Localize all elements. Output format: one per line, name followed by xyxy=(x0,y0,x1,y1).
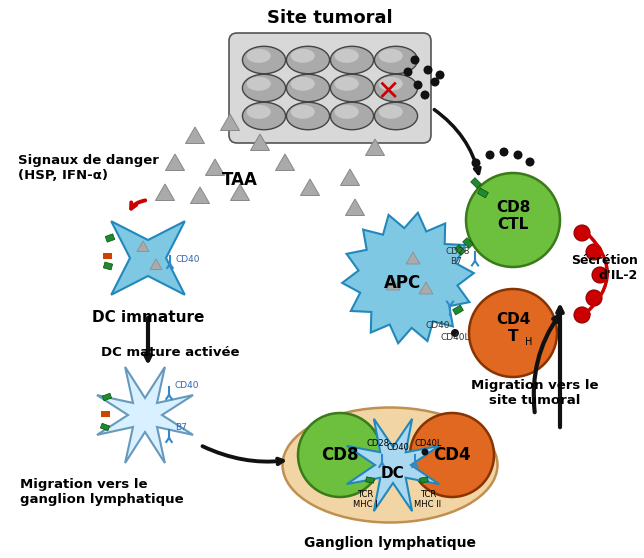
Text: TAA: TAA xyxy=(222,171,258,189)
Bar xyxy=(471,177,481,188)
Ellipse shape xyxy=(330,46,374,74)
Bar xyxy=(102,393,111,401)
Text: CD40: CD40 xyxy=(426,320,450,330)
Circle shape xyxy=(471,158,480,167)
Ellipse shape xyxy=(247,105,271,119)
Circle shape xyxy=(298,413,382,497)
Text: CD40: CD40 xyxy=(176,256,200,264)
Ellipse shape xyxy=(374,74,417,102)
Ellipse shape xyxy=(287,102,330,129)
Circle shape xyxy=(469,289,557,377)
Ellipse shape xyxy=(335,105,359,119)
Text: Migration vers le
site tumoral: Migration vers le site tumoral xyxy=(471,379,599,407)
Text: CD40L: CD40L xyxy=(440,334,469,343)
Text: CD28: CD28 xyxy=(446,248,470,257)
Bar xyxy=(100,424,109,431)
Text: CD8: CD8 xyxy=(321,446,359,464)
Ellipse shape xyxy=(379,77,402,91)
Ellipse shape xyxy=(374,46,417,74)
Text: TCR
MHC II: TCR MHC II xyxy=(415,490,442,509)
Polygon shape xyxy=(111,221,185,295)
Text: CD40L: CD40L xyxy=(414,439,442,448)
Text: Ganglion lymphatique: Ganglion lymphatique xyxy=(304,536,476,550)
Ellipse shape xyxy=(287,46,330,74)
Circle shape xyxy=(422,449,428,455)
Polygon shape xyxy=(347,419,439,511)
Ellipse shape xyxy=(247,77,271,91)
Text: Migration vers le
ganglion lymphatique: Migration vers le ganglion lymphatique xyxy=(20,478,184,506)
Ellipse shape xyxy=(330,74,374,102)
Text: APC: APC xyxy=(384,274,422,292)
Bar xyxy=(462,238,473,248)
Circle shape xyxy=(451,329,459,337)
Text: ✕: ✕ xyxy=(376,78,400,106)
Circle shape xyxy=(592,267,608,283)
Ellipse shape xyxy=(283,407,498,522)
Bar xyxy=(420,477,428,483)
Bar xyxy=(478,188,488,198)
Circle shape xyxy=(486,151,495,160)
Circle shape xyxy=(435,70,444,79)
Circle shape xyxy=(574,307,590,323)
Text: B7: B7 xyxy=(175,422,187,431)
Text: B7: B7 xyxy=(450,257,462,267)
Ellipse shape xyxy=(335,77,359,91)
Text: Signaux de danger
(HSP, IFN-α): Signaux de danger (HSP, IFN-α) xyxy=(18,154,159,182)
Circle shape xyxy=(500,147,509,156)
Circle shape xyxy=(404,68,413,76)
Ellipse shape xyxy=(287,74,330,102)
Text: CD40: CD40 xyxy=(175,381,200,389)
Text: CD4: CD4 xyxy=(433,446,471,464)
Text: Sécrétion
d'IL-2: Sécrétion d'IL-2 xyxy=(571,254,638,282)
Bar xyxy=(455,245,466,256)
Polygon shape xyxy=(342,213,474,343)
Circle shape xyxy=(586,290,602,306)
Bar xyxy=(103,262,113,270)
Circle shape xyxy=(574,225,590,241)
Polygon shape xyxy=(97,367,193,463)
Circle shape xyxy=(424,65,433,75)
Ellipse shape xyxy=(242,74,285,102)
Text: TCR
MHC I: TCR MHC I xyxy=(353,490,377,509)
Bar xyxy=(101,411,110,417)
Ellipse shape xyxy=(330,102,374,129)
Circle shape xyxy=(410,413,494,497)
Text: DC: DC xyxy=(381,465,405,480)
FancyBboxPatch shape xyxy=(229,33,431,143)
Ellipse shape xyxy=(242,46,285,74)
Text: CD40: CD40 xyxy=(386,444,410,453)
Circle shape xyxy=(586,244,602,260)
Ellipse shape xyxy=(374,102,417,129)
Text: DC mature activée: DC mature activée xyxy=(100,347,240,359)
Circle shape xyxy=(513,151,522,160)
Circle shape xyxy=(410,55,419,65)
Bar xyxy=(366,477,374,483)
Circle shape xyxy=(466,173,560,267)
Text: CD8
CTL: CD8 CTL xyxy=(496,200,530,232)
Ellipse shape xyxy=(290,49,315,63)
Bar xyxy=(453,305,464,315)
Ellipse shape xyxy=(379,105,402,119)
Ellipse shape xyxy=(290,105,315,119)
Ellipse shape xyxy=(247,49,271,63)
Ellipse shape xyxy=(290,77,315,91)
Bar xyxy=(103,253,112,259)
Ellipse shape xyxy=(379,49,402,63)
Ellipse shape xyxy=(335,49,359,63)
Text: H: H xyxy=(525,337,533,347)
Text: CD4
T: CD4 T xyxy=(496,312,530,344)
Circle shape xyxy=(430,78,439,86)
Ellipse shape xyxy=(242,102,285,129)
Circle shape xyxy=(413,80,422,89)
Text: CD28: CD28 xyxy=(366,439,390,448)
Text: Site tumoral: Site tumoral xyxy=(267,9,393,27)
Circle shape xyxy=(421,90,430,99)
Circle shape xyxy=(526,157,535,166)
Text: DC immature: DC immature xyxy=(92,310,204,325)
Bar xyxy=(105,234,115,242)
